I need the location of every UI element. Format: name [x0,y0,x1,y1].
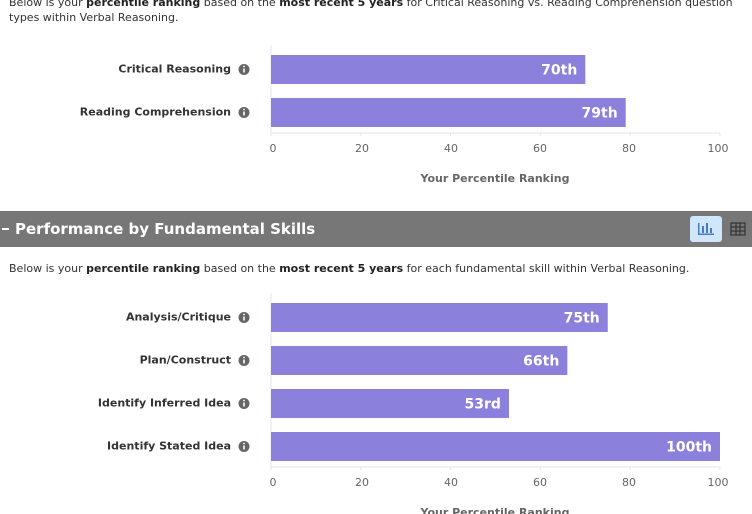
x-tick-label: 0 [270,142,277,155]
x-tick-label: 100 [708,142,729,155]
category-label: Plan/Construct [140,354,231,367]
category-label: Analysis/Critique [126,311,231,324]
bar [271,346,568,375]
x-tick-label: 60 [533,476,547,489]
x-axis-label: Your Percentile Ranking [420,506,570,514]
category-label: Critical Reasoning [118,63,231,76]
category-label: Identify Stated Idea [107,440,231,453]
x-tick-label: 80 [622,142,636,155]
text: for each fundamental skill within Verbal… [403,262,690,275]
bar [271,55,586,84]
text: based on the [200,0,280,9]
info-icon-glyph [243,359,245,364]
intro-text: Below is your percentile ranking based o… [9,261,734,276]
info-icon-glyph [243,108,245,111]
info-icon[interactable] [238,441,250,452]
x-tick-label: 40 [444,476,458,489]
x-tick-label: 60 [533,142,547,155]
info-icon-glyph [243,442,245,445]
info-icon[interactable] [238,312,250,323]
value-label: 70th [541,63,577,79]
section-title: Performance by Fundamental Skills [15,220,316,238]
emphasis: percentile ranking [86,262,201,275]
info-icon-glyph [243,445,245,450]
section-header: Performance by Fundamental Skills [0,211,752,247]
x-tick-label: 0 [270,476,277,489]
emphasis: most recent 5 years [279,0,404,9]
x-tick-label: 20 [355,142,369,155]
collapse-icon[interactable] [2,228,9,230]
x-axis-label: Your Percentile Ranking [420,172,570,185]
text: Below is your [9,0,87,9]
text: based on the [200,262,280,275]
info-icon-glyph [243,399,245,402]
info-icon-glyph [243,316,245,321]
info-icon-glyph [243,313,245,316]
x-tick-label: 20 [355,476,369,489]
info-icon[interactable] [238,398,250,409]
info-icon-glyph [243,402,245,407]
category-label: Identify Inferred Idea [98,397,231,410]
x-tick-label: 40 [444,142,458,155]
info-icon[interactable] [238,64,250,75]
value-label: 66th [523,354,559,370]
category-label: Reading Comprehension [80,106,231,119]
emphasis: most recent 5 years [279,262,404,275]
text: for Critical Reasoning vs. Reading Compr… [9,0,733,24]
value-label: 100th [666,440,712,456]
info-icon-glyph [243,65,245,68]
value-label: 75th [564,311,600,327]
x-tick-label: 80 [622,476,636,489]
emphasis: percentile ranking [86,0,201,9]
info-icon-glyph [243,68,245,73]
value-label: 79th [582,106,618,122]
header-icons [2,216,746,242]
table-view-button[interactable] [730,222,746,236]
bar [271,98,626,127]
bar [271,389,509,418]
info-icon[interactable] [238,107,250,118]
info-icon-glyph [243,111,245,116]
text: Below is your [9,262,87,275]
x-tick-label: 100 [708,476,729,489]
bar [271,303,608,332]
chart-icon [698,223,714,235]
bar [271,432,720,461]
intro-text: Below is your percentile ranking based o… [9,0,734,25]
value-label: 53rd [465,397,501,413]
info-icon-glyph [243,356,245,359]
info-icon[interactable] [238,355,250,366]
